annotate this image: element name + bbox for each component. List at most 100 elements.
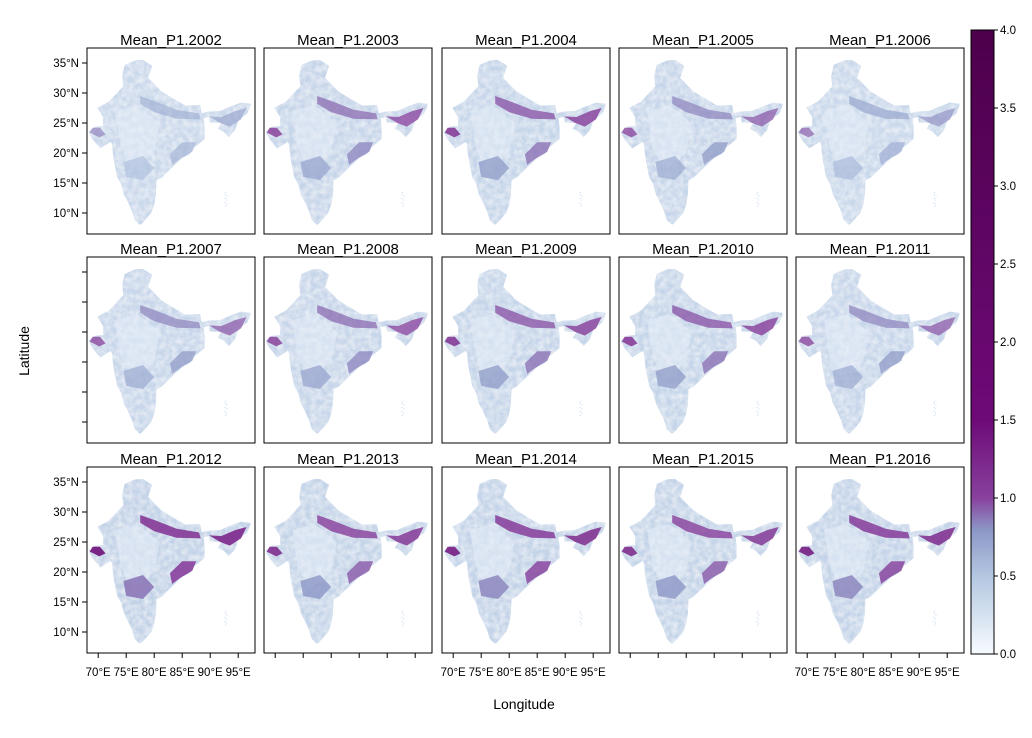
high-value-region [849, 305, 910, 329]
low-value-region [115, 314, 160, 380]
map-panel: Mean_P1.2009 [441, 241, 611, 444]
y-axis-title: Latitude [16, 326, 32, 376]
high-value-region [495, 96, 556, 120]
high-value-region [672, 515, 733, 539]
map-panel: Mean_P1.2005 [618, 32, 788, 235]
low-value-region [115, 105, 160, 171]
colorbar: 0.0 0.5 1.0 1.5 2.0 2.5 3.0 3.5 4.0 [970, 25, 1016, 661]
x-tick-label: 75°E [823, 667, 848, 679]
andaman-islands [579, 190, 583, 209]
panel-title: Mean_P1.2004 [475, 32, 577, 49]
andaman-islands [401, 190, 405, 209]
high-value-region [209, 317, 247, 336]
panel-title: Mean_P1.2005 [652, 32, 754, 49]
map-panel: Mean_P1.2016 [795, 451, 965, 654]
high-value-region [621, 336, 638, 347]
map-panel: Mean_P1.2014 [441, 451, 611, 654]
panel-title: Mean_P1.2014 [475, 451, 577, 468]
low-value-region [292, 314, 337, 380]
low-value-region [115, 524, 160, 590]
y-tick-label: 25°N [53, 537, 79, 549]
high-value-region [140, 515, 201, 539]
high-value-region [386, 527, 424, 546]
panel-frame [618, 466, 788, 654]
panel-title: Mean_P1.2016 [829, 451, 931, 468]
high-value-region [798, 546, 815, 557]
high-value-region [849, 96, 910, 120]
high-value-region [832, 575, 864, 599]
x-tick-label: 70°E [441, 667, 466, 679]
panel-frame [263, 256, 433, 444]
panel-frame [618, 256, 788, 444]
high-value-region [672, 96, 733, 120]
colorbar-tick-label: 2.0 [1000, 337, 1016, 349]
high-value-region [300, 365, 332, 389]
andaman-islands [933, 399, 937, 418]
india-raster [620, 478, 784, 645]
panel-title: Mean_P1.2010 [652, 241, 754, 258]
high-value-region [524, 561, 552, 584]
andaman-islands [224, 609, 228, 628]
india-raster [797, 59, 961, 226]
low-value-region [292, 524, 337, 590]
colorbar-tick-label: 4.0 [1000, 25, 1016, 37]
high-value-region [878, 142, 906, 165]
low-value-region [470, 524, 515, 590]
y-tick-label: 20°N [53, 567, 79, 579]
map-panel: Mean_P1.2015 [618, 451, 788, 654]
high-value-region [621, 546, 638, 557]
map-panel: Mean_P1.2013 [263, 451, 433, 654]
india-raster [265, 478, 429, 645]
high-value-region [444, 546, 461, 557]
low-value-region [292, 105, 337, 171]
panel-frame [263, 466, 433, 654]
high-value-region [672, 305, 733, 329]
x-tick-label: 70°E [86, 667, 111, 679]
high-value-region [564, 527, 602, 546]
panel-title: Mean_P1.2007 [120, 241, 222, 258]
india-raster [88, 268, 252, 435]
high-value-region [741, 527, 779, 546]
india-raster [797, 268, 961, 435]
x-axis-title: Longitude [493, 696, 555, 712]
high-value-region [478, 575, 510, 599]
panel-title: Mean_P1.2012 [120, 451, 222, 468]
high-value-region [798, 127, 815, 138]
map-panel: Mean_P1.2008 [263, 241, 433, 444]
x-tick-label: 90°E [907, 667, 932, 679]
high-value-region [300, 575, 332, 599]
panel-title: Mean_P1.2009 [475, 241, 577, 258]
x-tick-label: 95°E [226, 667, 251, 679]
high-value-region [832, 156, 864, 180]
x-tick-label: 75°E [469, 667, 494, 679]
high-value-region [209, 527, 247, 546]
high-value-region [918, 317, 956, 336]
low-value-region [824, 314, 869, 380]
panel-title: Mean_P1.2011 [830, 241, 931, 258]
y-tick-label: 30°N [53, 88, 79, 100]
map-panel: Mean_P1.2004 [441, 32, 611, 235]
map-panel: Mean_P1.2006 [795, 32, 965, 235]
panel-frame [86, 466, 256, 654]
india-raster [620, 59, 784, 226]
high-value-region [346, 351, 374, 374]
high-value-region [140, 305, 201, 329]
high-value-region [209, 108, 247, 127]
high-value-region [478, 156, 510, 180]
high-value-region [918, 108, 956, 127]
panel-frame [441, 256, 611, 444]
high-value-region [266, 336, 283, 347]
panel-frame [441, 466, 611, 654]
high-value-region [300, 156, 332, 180]
y-tick-label: 30°N [53, 507, 79, 519]
high-value-region [478, 365, 510, 389]
high-value-region [655, 156, 687, 180]
andaman-islands [401, 399, 405, 418]
high-value-region [918, 527, 956, 546]
panel-frame [86, 256, 256, 444]
andaman-islands [756, 609, 760, 628]
india-raster [443, 268, 607, 435]
andaman-islands [579, 399, 583, 418]
y-tick-label: 35°N [53, 477, 79, 489]
